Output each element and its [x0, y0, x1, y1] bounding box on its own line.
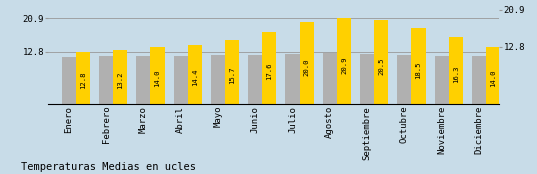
Bar	[211, 55, 225, 104]
Text: 17.6: 17.6	[266, 63, 272, 80]
Text: 14.0: 14.0	[490, 70, 496, 87]
Bar	[374, 20, 388, 104]
Bar	[248, 55, 262, 104]
Bar	[300, 22, 314, 104]
Text: 16.3: 16.3	[453, 65, 459, 83]
Bar	[411, 28, 426, 104]
Text: 18.5: 18.5	[416, 61, 422, 79]
Text: 20.5: 20.5	[378, 58, 384, 75]
Bar	[76, 52, 90, 104]
Bar	[337, 18, 351, 104]
Text: 15.7: 15.7	[229, 66, 235, 84]
Bar	[262, 32, 277, 104]
Bar	[449, 37, 463, 104]
Text: 14.0: 14.0	[155, 70, 161, 87]
Bar	[188, 45, 202, 104]
Bar	[286, 54, 300, 104]
Bar	[136, 56, 150, 104]
Bar	[150, 47, 165, 104]
Bar	[99, 56, 113, 104]
Bar	[113, 50, 127, 104]
Bar	[486, 47, 500, 104]
Bar	[472, 56, 486, 104]
Text: 20.0: 20.0	[304, 58, 310, 76]
Bar	[360, 54, 374, 104]
Bar	[434, 56, 449, 104]
Text: 14.4: 14.4	[192, 69, 198, 86]
Bar	[397, 55, 411, 104]
Bar	[173, 56, 188, 104]
Bar	[62, 57, 76, 104]
Bar	[225, 39, 239, 104]
Text: 13.2: 13.2	[117, 71, 124, 89]
Text: Temperaturas Medias en ucles: Temperaturas Medias en ucles	[21, 162, 197, 172]
Bar	[323, 53, 337, 104]
Text: 20.9: 20.9	[341, 57, 347, 74]
Text: 12.8: 12.8	[80, 72, 86, 89]
